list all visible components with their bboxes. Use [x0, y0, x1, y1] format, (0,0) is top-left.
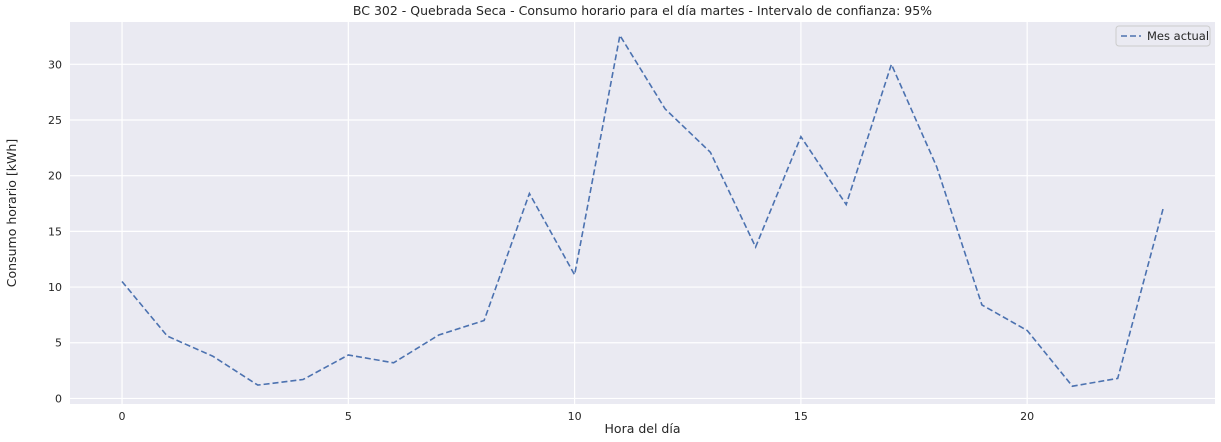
y-tick-label: 5 — [55, 337, 62, 350]
grid-lines — [70, 22, 1215, 404]
x-tick-label: 15 — [794, 410, 808, 423]
y-tick-label: 25 — [48, 114, 62, 127]
x-tick-labels: 0 5 10 15 20 — [119, 410, 1035, 423]
y-tick-label: 15 — [48, 225, 62, 238]
x-tick-label: 10 — [568, 410, 582, 423]
series-line — [121, 33, 1164, 388]
legend-label: Mes actual — [1147, 29, 1209, 43]
legend: Mes actual — [1115, 25, 1211, 47]
legend-box — [1115, 25, 1211, 47]
x-axis-label: Hora del día — [605, 421, 681, 436]
series-layer — [121, 33, 1164, 388]
y-axis-label: Consumo horario [kWh] — [4, 139, 19, 287]
y-tick-label: 0 — [55, 392, 62, 405]
y-tick-label: 30 — [48, 58, 62, 71]
y-tick-label: 10 — [48, 281, 62, 294]
chart-title: BC 302 - Quebrada Seca - Consumo horario… — [353, 3, 932, 18]
plot-background — [70, 22, 1215, 404]
x-tick-label: 20 — [1020, 410, 1034, 423]
x-tick-label: 5 — [345, 410, 352, 423]
x-tick-label: 0 — [119, 410, 126, 423]
y-tick-label: 20 — [48, 170, 62, 183]
y-tick-labels: 0 5 10 15 20 25 30 — [48, 58, 62, 405]
